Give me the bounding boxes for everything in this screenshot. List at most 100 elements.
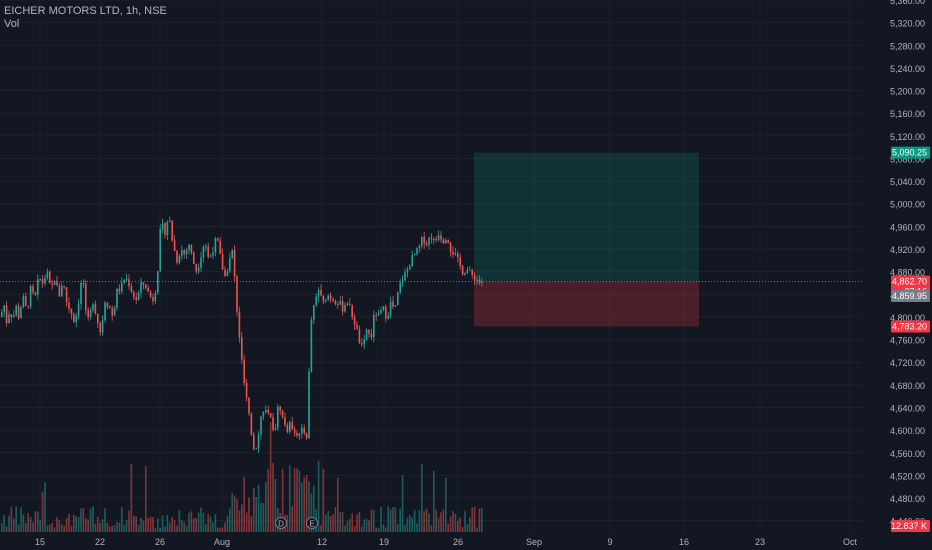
candle-body: [255, 448, 257, 450]
volume-bar: [147, 517, 149, 532]
candle-body: [344, 304, 346, 312]
candle-body: [80, 282, 82, 305]
volume-bar: [22, 514, 25, 532]
loss-zone: [474, 281, 699, 327]
candle-body: [106, 302, 109, 307]
volume-bar: [89, 508, 92, 532]
volume-bar: [32, 522, 34, 532]
candle-body: [173, 240, 176, 251]
candle-body: [188, 244, 190, 251]
volume-bar: [349, 518, 351, 532]
volume-bar: [301, 482, 303, 532]
candle-body: [481, 281, 483, 283]
candle-body: [349, 303, 351, 306]
volume-indicator-label[interactable]: Vol: [4, 18, 20, 30]
candle-body: [473, 274, 476, 281]
volume-bar: [185, 525, 188, 532]
candle-body: [149, 291, 152, 297]
candle-body: [101, 320, 104, 333]
candle-body: [452, 251, 454, 255]
volume-bar: [193, 518, 195, 532]
candle-body: [178, 256, 181, 263]
candle-body: [356, 324, 358, 330]
volume-bar: [425, 508, 428, 532]
candle-body: [166, 222, 169, 236]
volume-bar: [197, 512, 200, 532]
candle-body: [241, 337, 243, 360]
candle-body: [193, 252, 195, 264]
candle-body: [82, 282, 85, 284]
candle-body: [358, 329, 361, 344]
volume-bar: [161, 515, 164, 532]
candle-body: [109, 306, 111, 309]
volume-bar: [190, 511, 193, 532]
volume-bar: [272, 462, 274, 532]
volume-bar: [305, 474, 308, 532]
volume-bar: [435, 509, 437, 532]
y-tick-label: 4,800.00: [890, 313, 925, 323]
candle-body: [116, 288, 118, 308]
candle-body: [224, 269, 226, 277]
candle-body: [423, 236, 425, 244]
position-zones[interactable]: [474, 152, 699, 327]
candle-body: [298, 433, 301, 436]
volume-bar: [169, 522, 171, 532]
volume-bar: [466, 524, 469, 532]
x-tick-label: 16: [679, 537, 689, 547]
candle-body: [44, 277, 46, 284]
candle-body: [334, 300, 337, 305]
volume-bar: [409, 515, 411, 532]
volume-bar: [298, 470, 301, 532]
volume-bar: [411, 517, 413, 532]
volume-bar: [243, 476, 245, 532]
y-tick-label: 5,280.00: [890, 41, 925, 51]
volume-bar: [142, 520, 145, 532]
y-tick-label: 4,880.00: [890, 268, 925, 278]
volume-bar: [365, 518, 368, 532]
candle-body: [337, 304, 339, 306]
volume-bar: [430, 525, 433, 532]
volume-bar: [200, 507, 202, 532]
candle-body: [389, 301, 392, 316]
volume-bar: [334, 506, 337, 532]
volume-bar: [58, 520, 61, 532]
candle-body: [387, 315, 389, 319]
symbol-title[interactable]: EICHER MOTORS LTD, 1h, NSE: [4, 5, 167, 17]
candle-body: [291, 422, 293, 430]
volume-bar: [15, 506, 17, 532]
candle-body: [140, 282, 142, 293]
target-price-tag-bg: [891, 146, 930, 159]
volume-bar: [125, 520, 128, 532]
volume-bar: [77, 517, 80, 532]
y-tick-label: 5,160.00: [890, 109, 925, 119]
volume-bar: [92, 506, 94, 532]
candle-body: [341, 300, 344, 312]
volume-bar: [217, 527, 219, 532]
volume-bar: [361, 526, 363, 532]
volume-bar: [250, 516, 253, 532]
volume-bar: [207, 514, 209, 532]
volume-bar: [289, 465, 291, 532]
candle-body: [409, 266, 411, 270]
volume-bar: [260, 502, 262, 532]
volume-bar: [121, 507, 123, 532]
time-axis[interactable]: 15 22 26 Aug 12 19 26 Sep 9 16 23 Oct: [0, 532, 932, 550]
volume-bar: [481, 507, 483, 532]
candle-body: [413, 254, 416, 256]
candle-body: [161, 223, 164, 229]
volume-bar: [236, 499, 238, 532]
volume-bar: [205, 524, 207, 532]
time-axis-bg: [0, 532, 932, 550]
volume-bar: [104, 508, 106, 532]
volume-bar: [106, 522, 109, 532]
volume-bar: [63, 525, 65, 532]
price-axis[interactable]: 4,440.004,480.004,520.004,560.004,600.00…: [864, 0, 932, 550]
candle-body: [121, 282, 123, 292]
y-tick-label: 4,920.00: [890, 245, 925, 255]
volume-bar: [332, 514, 334, 532]
volume-bar: [308, 481, 310, 532]
volume-bar: [171, 517, 173, 532]
volume-bar: [373, 510, 375, 532]
